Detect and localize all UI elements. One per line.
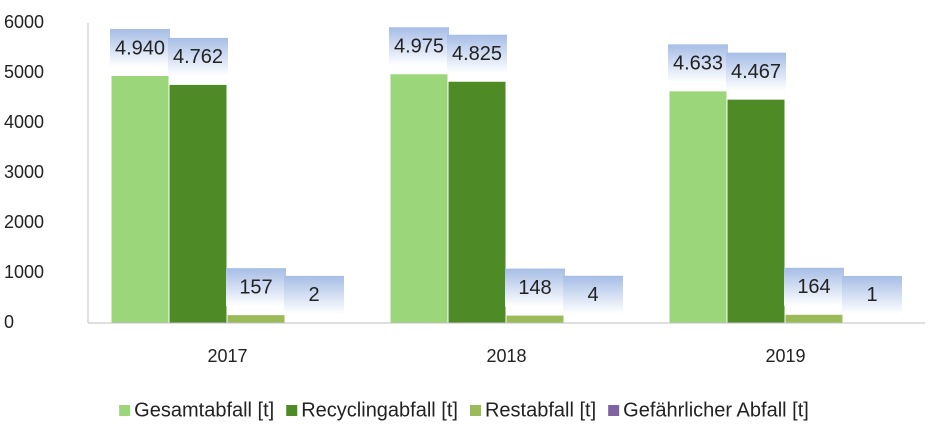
legend-swatch — [119, 405, 131, 416]
y-tick-label: 6000 — [4, 12, 44, 32]
value-label: 4.762 — [173, 46, 223, 68]
value-label-box — [784, 267, 844, 306]
bar — [727, 99, 785, 324]
value-label-box — [168, 37, 228, 76]
value-label: 1 — [866, 284, 877, 306]
y-tick-label: 3000 — [4, 162, 44, 182]
value-label: 157 — [239, 276, 272, 298]
value-label-box — [563, 275, 623, 314]
legend-label: Gefährlicher Abfall [t] — [623, 399, 809, 421]
legend-label: Gesamtabfall [t] — [134, 399, 274, 421]
bar — [169, 84, 227, 324]
value-label-box — [110, 29, 170, 67]
bar — [669, 91, 727, 323]
bar — [227, 315, 285, 323]
value-label: 164 — [797, 276, 830, 298]
value-label: 2 — [308, 284, 319, 306]
legend-label: Restabfall [t] — [485, 399, 596, 421]
legend-swatch — [469, 405, 481, 416]
legend-swatch — [608, 405, 620, 416]
value-label: 4.633 — [673, 53, 723, 75]
bar — [111, 76, 169, 323]
bar — [506, 315, 564, 323]
value-label-box — [726, 52, 786, 91]
value-label: 4.940 — [115, 37, 165, 59]
value-label-box — [226, 268, 286, 307]
y-tick-label: 1000 — [4, 262, 44, 282]
y-tick-label: 5000 — [4, 62, 44, 82]
value-label: 148 — [518, 277, 551, 299]
x-tick-label: 2019 — [765, 346, 805, 366]
y-tick-label: 2000 — [4, 212, 44, 232]
value-label: 4.467 — [731, 61, 781, 83]
value-label-box — [284, 275, 344, 314]
x-tick-label: 2018 — [486, 346, 526, 366]
value-label: 4.975 — [394, 36, 444, 58]
legend-swatch — [286, 405, 298, 416]
value-label: 4.825 — [452, 43, 502, 65]
value-label: 4 — [587, 284, 598, 306]
bar — [785, 314, 843, 323]
x-tick-label: 2017 — [207, 346, 247, 366]
bar — [448, 81, 506, 323]
value-label-box — [505, 268, 565, 307]
y-tick-label: 4000 — [4, 112, 44, 132]
value-label-box — [842, 275, 902, 314]
value-label-box — [389, 27, 449, 66]
value-label-box — [668, 44, 728, 83]
legend-label: Recyclingabfall [t] — [301, 399, 458, 421]
value-label-box — [447, 34, 507, 73]
bar — [390, 74, 448, 323]
y-tick-label: 0 — [4, 312, 14, 332]
